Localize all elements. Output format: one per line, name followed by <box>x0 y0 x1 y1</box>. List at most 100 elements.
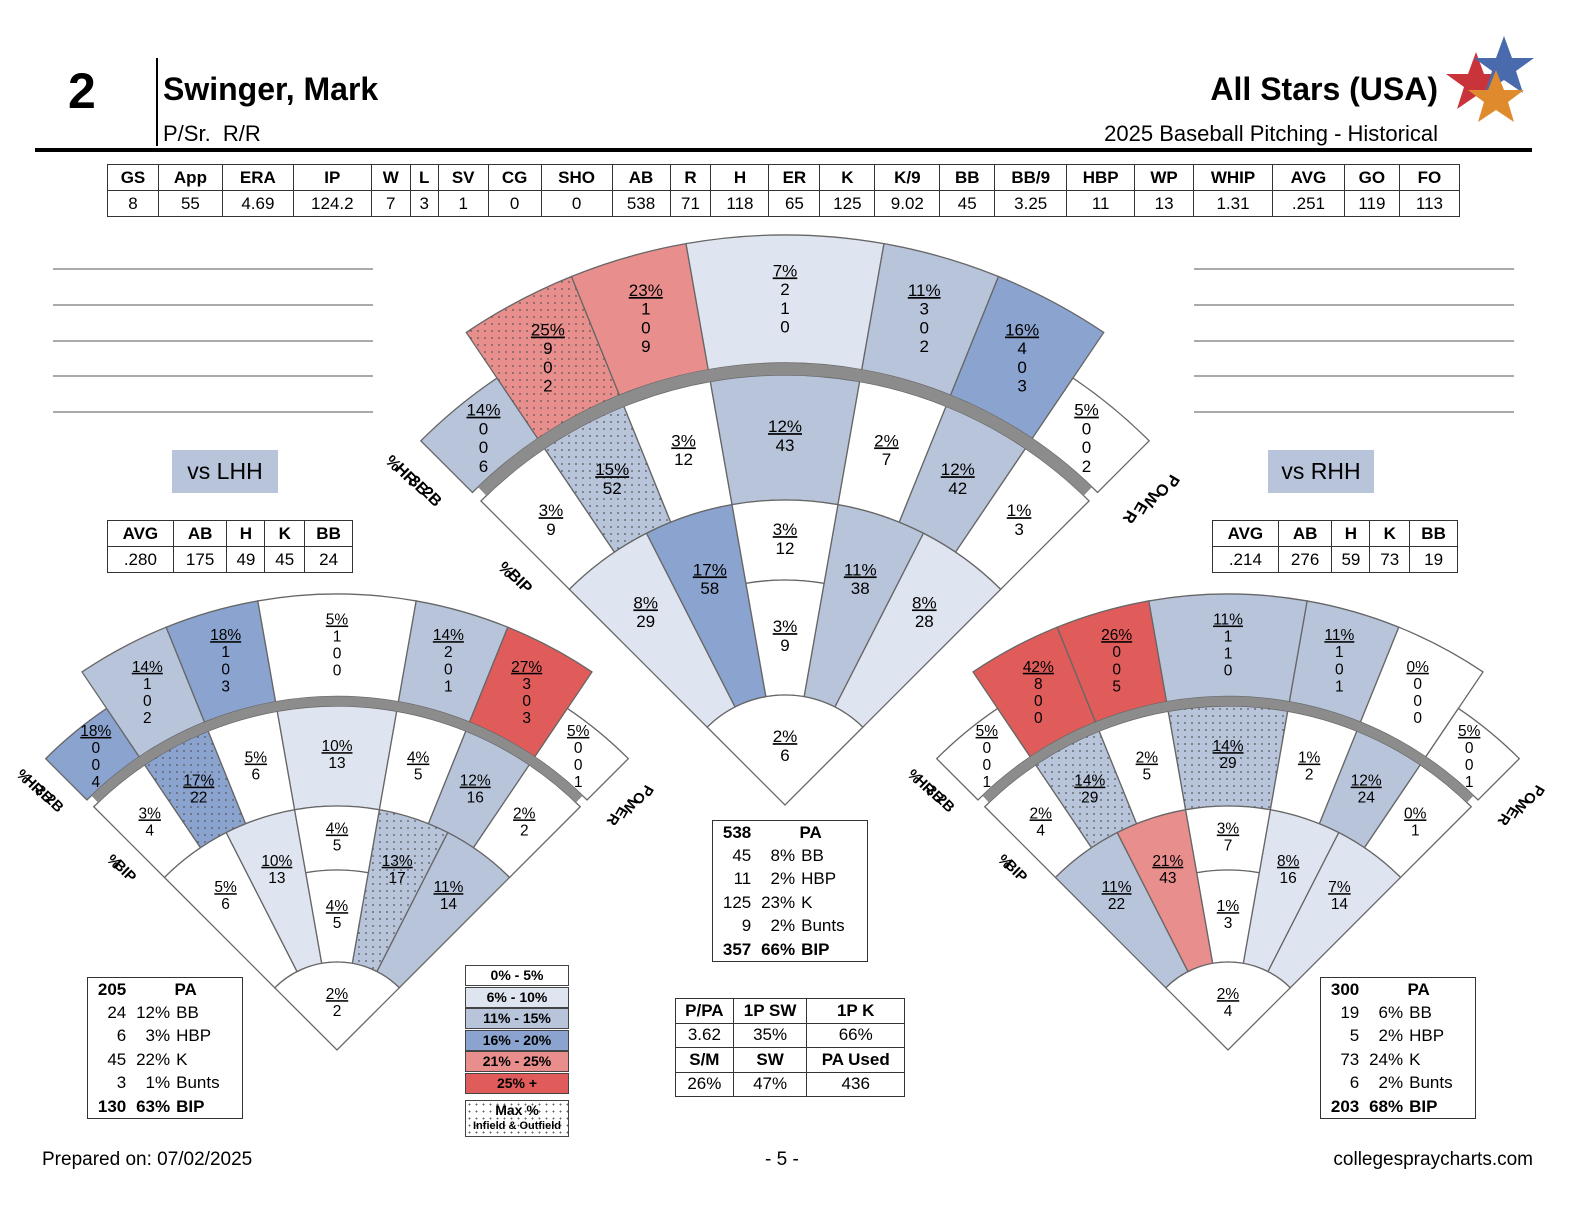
split-label: vs RHH <box>1268 450 1374 493</box>
table-cell: K <box>264 520 306 547</box>
table-row: 205 PA <box>88 978 243 1002</box>
zone-count: 43 <box>776 436 795 455</box>
zone-count: 3 <box>1014 520 1023 539</box>
table-cell: 45 <box>939 190 996 217</box>
table-row: 8 55 4.69 124.2 7 3 1 0 0 538 71 118 65 125 9.02 45 3.25… <box>107 190 1461 217</box>
zone-count: 0 <box>479 438 488 457</box>
zone-count: 24 <box>1358 790 1376 807</box>
table-cell: 65 <box>768 190 821 217</box>
table-cell: 538 <box>722 822 752 842</box>
table-cell: .214 <box>1212 546 1279 573</box>
table-cell: 436 <box>806 1071 905 1097</box>
max-dots <box>352 809 448 972</box>
zone-count: 9 <box>546 520 555 539</box>
zone-pct: 8% <box>912 593 937 612</box>
table-row: .214 276 59 73 19 <box>1212 546 1458 573</box>
zone-pct: 2% <box>1030 805 1053 822</box>
zone-count: 5 <box>333 838 342 855</box>
table-cell: 45 <box>264 546 306 573</box>
table-cell: H <box>1331 520 1371 547</box>
table-cell: 8% <box>770 845 796 865</box>
zone-count: 13 <box>328 755 345 772</box>
zone-count: 0 <box>91 740 100 757</box>
zone-count: 0 <box>1112 644 1121 661</box>
table-cell: 45 <box>732 845 752 865</box>
zone-count: 1 <box>444 678 453 695</box>
zone-count: 9 <box>641 337 650 356</box>
zone-count: 3 <box>919 300 928 319</box>
zone-count: 1 <box>1465 774 1474 791</box>
legend-max-label: Max % <box>495 1102 539 1118</box>
zone-count: 1 <box>1224 629 1233 646</box>
max-dots <box>544 406 671 553</box>
zone-pct: 15% <box>595 460 629 479</box>
table-cell: P/PA <box>675 998 734 1024</box>
table-cell: HBP <box>1409 1026 1445 1046</box>
table-cell: K <box>1409 1049 1421 1069</box>
zone-count: 0 <box>543 358 552 377</box>
zone-pct: 2% <box>1217 986 1240 1003</box>
zone-count: 2 <box>143 710 152 727</box>
zone-count: 1 <box>641 300 650 319</box>
zone-count: 22 <box>1108 896 1125 913</box>
warning-track <box>982 696 1474 803</box>
spray-chart: 5%00142%80026%00511%11011%1010%0005%0012… <box>904 593 1547 1051</box>
table-cell: 119 <box>1343 190 1400 217</box>
zone-count: 6 <box>221 896 230 913</box>
zone-count: 1 <box>1335 644 1344 661</box>
table-cell: ER <box>768 164 821 191</box>
table-cell: R <box>669 164 712 191</box>
zone-count: 0 <box>1465 757 1474 774</box>
zone-count: 0 <box>221 661 230 678</box>
table-cell: 3 <box>116 1073 127 1093</box>
zone-count: 9 <box>780 636 789 655</box>
zone-pct: 8% <box>1277 853 1300 870</box>
table-cell: 0 <box>540 190 613 217</box>
table-cell: 55 <box>157 190 223 217</box>
zone-pct: 18% <box>210 627 241 644</box>
zone-pct: 1% <box>1217 898 1240 915</box>
table-cell: 1P SW <box>732 998 808 1024</box>
zone-count: 0 <box>641 318 650 337</box>
zone-count: 52 <box>603 479 622 498</box>
legend-item: 6% - 10% <box>465 986 569 1008</box>
zone-pct: 2% <box>773 727 798 746</box>
table-cell: PA <box>174 979 197 999</box>
zone-pct: 2% <box>1136 750 1159 767</box>
zone-count: 0 <box>919 318 928 337</box>
table-cell: 0 <box>487 190 542 217</box>
zone-pct: 42% <box>1023 659 1054 676</box>
table-cell: HBP <box>176 1026 212 1046</box>
legend-item: 0% - 5% <box>465 965 569 986</box>
zone-count: 12 <box>674 450 693 469</box>
table-cell: 35% <box>732 1022 808 1048</box>
zone-count: 5 <box>1112 678 1121 695</box>
table-cell: 73 <box>1340 1049 1360 1069</box>
table-cell: 118 <box>710 190 770 217</box>
spray-chart: 14%00625%90223%1097%21011%30216%4035%002… <box>382 234 1183 806</box>
zone-count: 4 <box>145 822 154 839</box>
zone-pct: 12% <box>1351 773 1382 790</box>
zone-count: 4 <box>1017 339 1026 358</box>
table-row: GS App ERA IP W L SV CG SHO AB R H ER K K/9 BB BB/9 HBP WP… <box>107 164 1461 191</box>
report-subtitle: 2025 Baseball Pitching - Historical <box>1104 121 1438 146</box>
table-cell: H <box>710 164 770 191</box>
table-cell: 3% <box>145 1026 171 1046</box>
warning-track <box>477 363 1093 496</box>
pitch-table: P/PA 1P SW 1P K 3.62 35% 66% S/M SW PA Used 26% 47… <box>675 998 905 1097</box>
zone-count: 2 <box>520 822 529 839</box>
zone-count: 58 <box>700 579 719 598</box>
pa-table: 300 PA 19 6% BB 5 2% HBP 73 24% K 6 2% Bunts 203 68% BIP <box>1320 977 1476 1119</box>
player-name: Swinger, Mark <box>163 71 379 107</box>
table-cell: K <box>176 1049 188 1069</box>
table-cell: K/9 <box>874 164 941 191</box>
table-cell: 23% <box>761 892 796 912</box>
warning-track <box>91 696 583 803</box>
table-row: 300 PA <box>1321 978 1476 1002</box>
zone-count: 1 <box>780 299 789 318</box>
table-cell: Bunts <box>176 1073 220 1093</box>
zone-count: 3 <box>221 678 230 695</box>
zone-count: 0 <box>1413 693 1422 710</box>
zone-count: 6 <box>252 767 261 784</box>
table-row: 26% 47% 436 <box>675 1071 905 1097</box>
